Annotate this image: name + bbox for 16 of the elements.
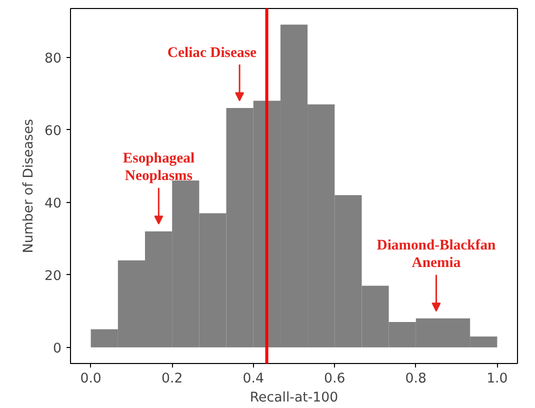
annotation: Celiac Disease <box>167 44 258 61</box>
y-tick-label: 0 <box>53 341 62 356</box>
x-tick-label: 0.4 <box>242 372 264 386</box>
x-tick-label: 0.0 <box>80 372 102 386</box>
y-axis-title: Number of Diseases <box>22 118 37 254</box>
x-tick-label: 0.6 <box>324 372 346 386</box>
y-tick-label: 20 <box>44 268 62 284</box>
y-tick-label: 60 <box>44 124 62 139</box>
x-axis-title: Recall-at-100 <box>250 390 338 406</box>
annotation: Diamond-Blackfan Anemia <box>376 238 496 272</box>
y-tick-label: 40 <box>44 196 62 212</box>
y-tick-label: 80 <box>44 51 62 66</box>
x-tick-label: 1.0 <box>486 372 508 386</box>
x-tick-label: 0.8 <box>405 372 427 386</box>
x-tick-label: 0.2 <box>161 372 183 386</box>
annotation: Esophageal Neoplasms <box>122 150 195 184</box>
